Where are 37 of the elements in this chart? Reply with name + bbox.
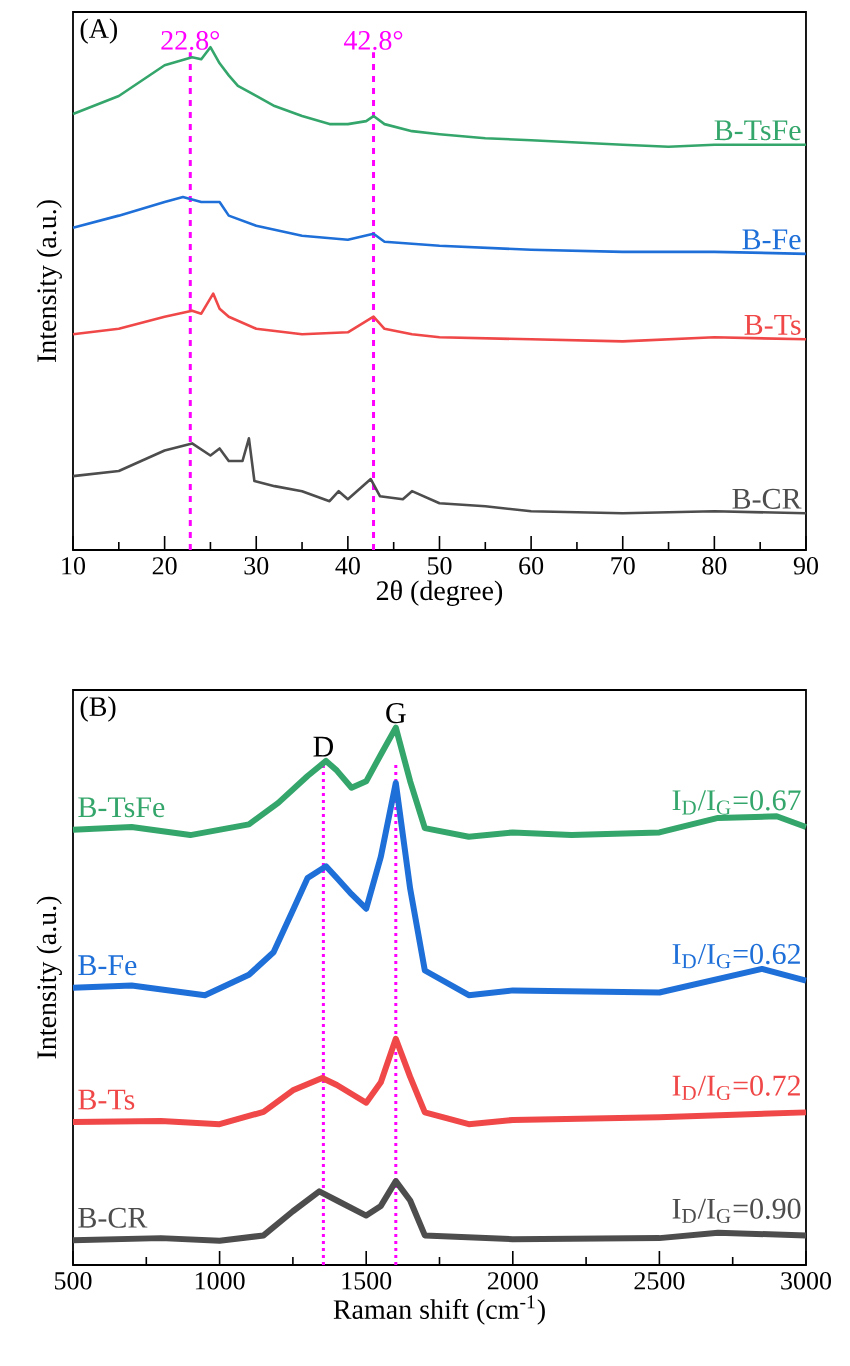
annotation: I$_{D}$/I$_{G}$=0.72 [672, 1075, 800, 1100]
ref-line-label: 42.8° [343, 30, 403, 50]
x-tick-label: 2500 [634, 1272, 685, 1290]
x-tick-label: 40 [335, 557, 360, 575]
x-tick-label: 1500 [342, 1272, 392, 1290]
x-tick-label: 1000 [195, 1272, 245, 1290]
chart-title: (A) [80, 18, 118, 44]
x-axis-title: Raman shift (cm$^{-1}$) [333, 1295, 545, 1325]
x-tick-label: 70 [611, 557, 635, 575]
annotation: G [386, 703, 406, 724]
annotation: I$_{D}$/I$_{G}$=0.62 [672, 943, 800, 969]
annotation: I$_{D}$/I$_{G}$=0.67 [672, 790, 801, 815]
series-label: B-Fe [78, 955, 137, 976]
x-tick-label: 30 [244, 557, 269, 575]
series-label: B-Ts [78, 1089, 135, 1110]
x-tick-label: 2000 [487, 1272, 538, 1290]
x-axis-title: 2θ (degree) [376, 580, 503, 606]
chart-title: (B) [80, 696, 116, 722]
series-label: B-Ts [744, 314, 801, 335]
y-axis-title: Intensity (a.u.) [36, 896, 62, 1059]
x-tick-label: 500 [55, 1272, 92, 1290]
x-tick-label: 90 [793, 557, 818, 575]
x-tick-label: 50 [428, 557, 452, 575]
annotation: I$_{D}$/I$_{G}$=0.90 [672, 1198, 801, 1224]
x-tick-label: 3000 [781, 1272, 832, 1290]
y-axis-title: Intensity (a.u.) [36, 200, 62, 363]
annotation: D [313, 736, 334, 757]
x-tick-label: 60 [519, 557, 544, 575]
x-tick-label: 10 [62, 557, 86, 575]
series-label: B-CR [78, 1207, 148, 1228]
series-label: B-Fe [742, 229, 801, 250]
series-label: B-CR [732, 488, 802, 509]
series-label: B-TsFe [78, 797, 165, 818]
x-tick-label: 80 [702, 557, 727, 575]
x-tick-label: 20 [152, 557, 177, 575]
ref-line-label: 22.8° [161, 30, 220, 50]
series-label: B-TsFe [714, 120, 801, 141]
